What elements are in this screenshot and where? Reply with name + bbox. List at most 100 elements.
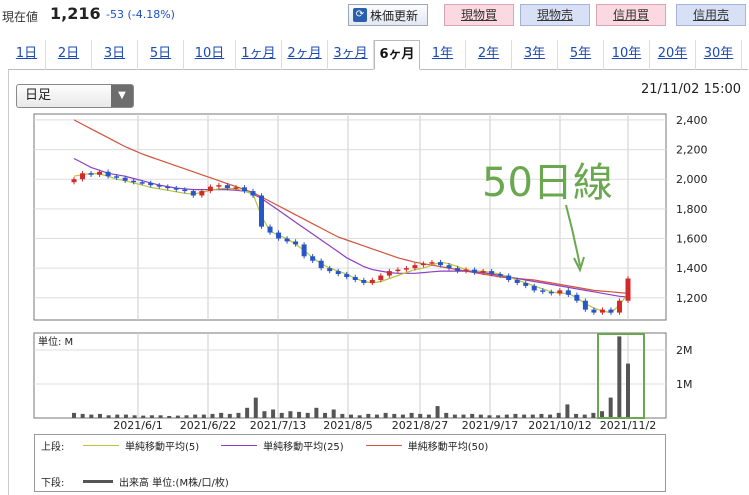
candle-body bbox=[327, 268, 333, 272]
candle-body bbox=[335, 271, 341, 275]
update-price-button[interactable]: ⟳ 株価更新 bbox=[348, 4, 428, 26]
legend-ma25-swatch bbox=[221, 444, 258, 446]
tab-1y[interactable]: 1年 bbox=[420, 40, 466, 70]
volume-bar bbox=[288, 411, 293, 418]
candle-body bbox=[293, 241, 299, 245]
tab-30y[interactable]: 30年 bbox=[696, 40, 742, 70]
update-price-label: 株価更新 bbox=[370, 8, 419, 23]
candle-body bbox=[233, 187, 239, 189]
candle-body bbox=[139, 182, 145, 184]
quote-bar: 現在値 1,216 -53 (-4.18%) ⟳ 株価更新 現物買 現物売 信用… bbox=[0, 0, 749, 32]
candle-body bbox=[301, 244, 307, 257]
candle-body bbox=[523, 282, 529, 286]
candle-body bbox=[114, 176, 120, 178]
y-tick-label: 1,400 bbox=[676, 262, 708, 275]
volume-bar bbox=[452, 414, 457, 418]
x-tick-label: 2021/6/1 bbox=[113, 419, 162, 432]
candle-body bbox=[352, 277, 358, 280]
volume-bar bbox=[487, 415, 492, 418]
tab-5y[interactable]: 5年 bbox=[558, 40, 604, 70]
volume-bar bbox=[123, 414, 128, 418]
annotation-arrowhead bbox=[573, 256, 585, 273]
volume-bar bbox=[184, 415, 189, 418]
margin-buy-button[interactable]: 信用買 bbox=[596, 4, 666, 26]
ma25-line bbox=[73, 157, 629, 298]
candle-body bbox=[207, 186, 213, 192]
candle-body bbox=[625, 278, 631, 301]
period-tabs: 1日 2日 3日 5日 10日 1ヶ月 2ヶ月 3ヶ月 6ヶ月 1年 2年 3年… bbox=[8, 40, 748, 70]
volume-bar bbox=[323, 412, 328, 418]
candle-body bbox=[267, 226, 273, 233]
tab-5d[interactable]: 5日 bbox=[138, 40, 184, 70]
volume-bar bbox=[582, 414, 587, 418]
candle-body bbox=[514, 279, 520, 283]
candle-body bbox=[437, 262, 443, 266]
price-plot-area bbox=[33, 113, 667, 321]
candle-body bbox=[395, 269, 401, 272]
cash-buy-button[interactable]: 現物買 bbox=[444, 4, 514, 26]
candle-body bbox=[489, 271, 495, 275]
volume-bar bbox=[435, 406, 440, 418]
volume-bar bbox=[245, 407, 250, 418]
volume-bar bbox=[97, 413, 102, 418]
x-tick-label: 2021/8/27 bbox=[392, 419, 448, 432]
tab-3y[interactable]: 3年 bbox=[512, 40, 558, 70]
candle-body bbox=[378, 275, 384, 280]
tab-3m[interactable]: 3ヶ月 bbox=[328, 40, 374, 70]
volume-bar bbox=[591, 412, 596, 418]
tab-20y[interactable]: 20年 bbox=[650, 40, 696, 70]
volume-bar bbox=[271, 409, 276, 418]
x-tick-label: 2021/6/22 bbox=[180, 419, 236, 432]
candle-body bbox=[224, 185, 230, 189]
volume-bar bbox=[574, 413, 579, 418]
candle-body bbox=[216, 185, 222, 187]
ma50-annotation: 50日線 bbox=[482, 160, 613, 206]
candle-body bbox=[344, 274, 350, 278]
candle-body bbox=[310, 256, 316, 261]
volume-bar bbox=[89, 414, 94, 418]
tab-3d[interactable]: 3日 bbox=[92, 40, 138, 70]
candle-body bbox=[446, 265, 452, 269]
candle-body bbox=[455, 268, 461, 272]
candle-body bbox=[131, 180, 137, 183]
tab-2y[interactable]: 2年 bbox=[466, 40, 512, 70]
cash-sell-button[interactable]: 現物売 bbox=[520, 4, 590, 26]
tab-1d[interactable]: 1日 bbox=[8, 40, 46, 70]
candle-body bbox=[403, 268, 409, 270]
y-tick-label: 2,200 bbox=[676, 144, 708, 157]
volume-bar bbox=[548, 414, 553, 418]
volume-bar bbox=[80, 413, 85, 418]
volume-bar bbox=[175, 415, 180, 418]
candle-body bbox=[548, 291, 554, 294]
volume-bar bbox=[106, 415, 111, 418]
volume-bar bbox=[236, 412, 241, 418]
margin-sell-button[interactable]: 信用売 bbox=[676, 4, 746, 26]
volume-bar bbox=[522, 414, 527, 418]
legend-ma25-label: 単純移動平均(25) bbox=[263, 441, 344, 453]
candle-body bbox=[361, 279, 367, 283]
y-tick-label: 1,800 bbox=[676, 203, 708, 216]
y-tick-label: 2,000 bbox=[676, 173, 708, 186]
volume-bar bbox=[158, 415, 163, 418]
chart-legend: 上段: 単純移動平均(5) 単純移動平均(25) 単純移動平均(50) 下段: … bbox=[34, 434, 666, 492]
volume-bar bbox=[201, 414, 206, 418]
period-select[interactable]: 日足 ▼ bbox=[16, 84, 134, 108]
volume-unit-label: 単位: M bbox=[38, 335, 73, 348]
ma50-line bbox=[73, 119, 629, 294]
candle-body bbox=[182, 189, 188, 192]
volume-bar bbox=[167, 415, 172, 418]
tab-2d[interactable]: 2日 bbox=[46, 40, 92, 70]
tab-2m[interactable]: 2ヶ月 bbox=[282, 40, 328, 70]
tab-6m[interactable]: 6ヶ月 bbox=[374, 40, 420, 70]
volume-bar bbox=[219, 412, 224, 418]
volume-highlight-box bbox=[597, 333, 645, 419]
candle-body bbox=[429, 262, 435, 264]
legend-lower-label: 下段: bbox=[41, 477, 65, 489]
candle-body bbox=[199, 191, 205, 196]
y-tick-label: 2,400 bbox=[676, 114, 708, 127]
candle-body bbox=[241, 187, 247, 192]
tab-10y[interactable]: 10年 bbox=[604, 40, 650, 70]
tab-1m[interactable]: 1ヶ月 bbox=[236, 40, 282, 70]
volume-bar bbox=[72, 412, 76, 418]
tab-10d[interactable]: 10日 bbox=[184, 40, 236, 70]
